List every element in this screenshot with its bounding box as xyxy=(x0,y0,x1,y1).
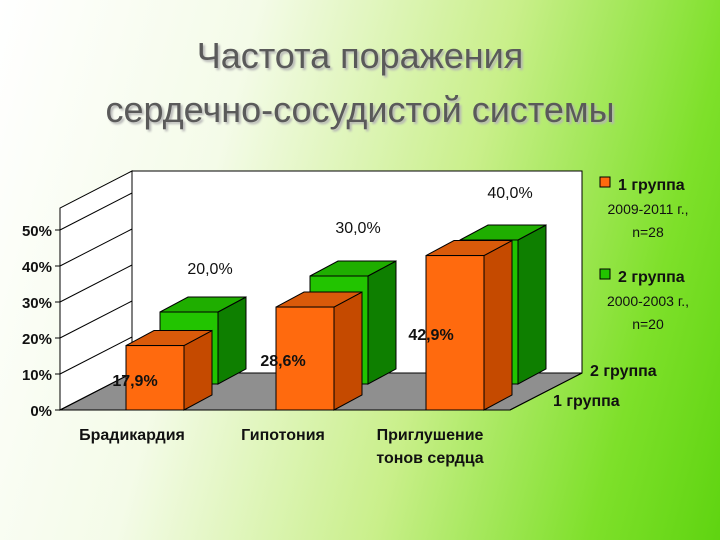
depth-axis: 2 группа 1 группа xyxy=(509,363,657,411)
legend-swatch xyxy=(599,176,611,188)
depth-label: 2 группа xyxy=(590,363,657,380)
y-tick-label: 10% xyxy=(22,367,52,384)
gridline xyxy=(59,228,133,267)
data-label-group2: 20,0% xyxy=(187,261,232,278)
bar-group1 xyxy=(425,255,485,411)
depth-axis-line xyxy=(509,372,583,411)
legend-label: 1 группа xyxy=(618,177,685,194)
data-label-group2: 40,0% xyxy=(487,185,532,202)
y-tick-label: 40% xyxy=(22,259,52,276)
category-label: Гипотония xyxy=(241,427,325,444)
x-axis: Брадикардия Гипотония Приглушение тонов сер… xyxy=(79,427,484,467)
bar-group2-side xyxy=(517,224,547,385)
data-label-group2: 30,0% xyxy=(335,220,380,237)
gridline xyxy=(59,192,133,231)
title-line-2: сердечно-сосудистой системы xyxy=(105,89,615,130)
legend-sub: n=28 xyxy=(632,224,664,240)
bar-group1 xyxy=(125,345,185,411)
bar-group2-side xyxy=(367,260,397,385)
legend-sub: 2009-2011 г., xyxy=(608,201,689,217)
legend-swatch xyxy=(599,268,611,280)
title-line-1: Частота поражения xyxy=(196,35,524,76)
gridline xyxy=(59,264,133,303)
depth-label: 1 группа xyxy=(553,393,620,410)
y-tick-label: 20% xyxy=(22,331,52,348)
data-label-group1: 17,9% xyxy=(112,373,157,390)
bar-group1 xyxy=(275,306,335,411)
data-label-group1: 42,9% xyxy=(408,327,453,344)
bar-group1-side xyxy=(483,239,513,411)
data-labels: 20,0% 17,9% 30,0% 28,6% 40,0% 42,9% xyxy=(112,185,532,390)
gridline xyxy=(59,336,133,375)
bar-group1-side xyxy=(333,291,363,411)
gridline xyxy=(59,372,133,411)
bars xyxy=(125,224,547,411)
legend-sub: n=20 xyxy=(632,316,664,332)
category-label: Брадикардия xyxy=(79,427,185,444)
legend-label: 2 группа xyxy=(618,269,685,286)
y-tick-label: 30% xyxy=(22,295,52,312)
gridline xyxy=(59,300,133,339)
y-axis: 0% 10% 20% 30% 40% 50% xyxy=(22,192,133,420)
legend: 1 группа 2009-2011 г., n=28 2 группа 2000-20… xyxy=(599,176,689,332)
legend-sub: 2000-2003 г., xyxy=(607,293,689,309)
category-label: Приглушение xyxy=(377,427,484,444)
data-label-group1: 28,6% xyxy=(260,353,305,370)
category-label: тонов сердца xyxy=(376,450,483,467)
y-tick-label: 0% xyxy=(30,403,52,420)
y-tick-label: 50% xyxy=(22,223,52,240)
